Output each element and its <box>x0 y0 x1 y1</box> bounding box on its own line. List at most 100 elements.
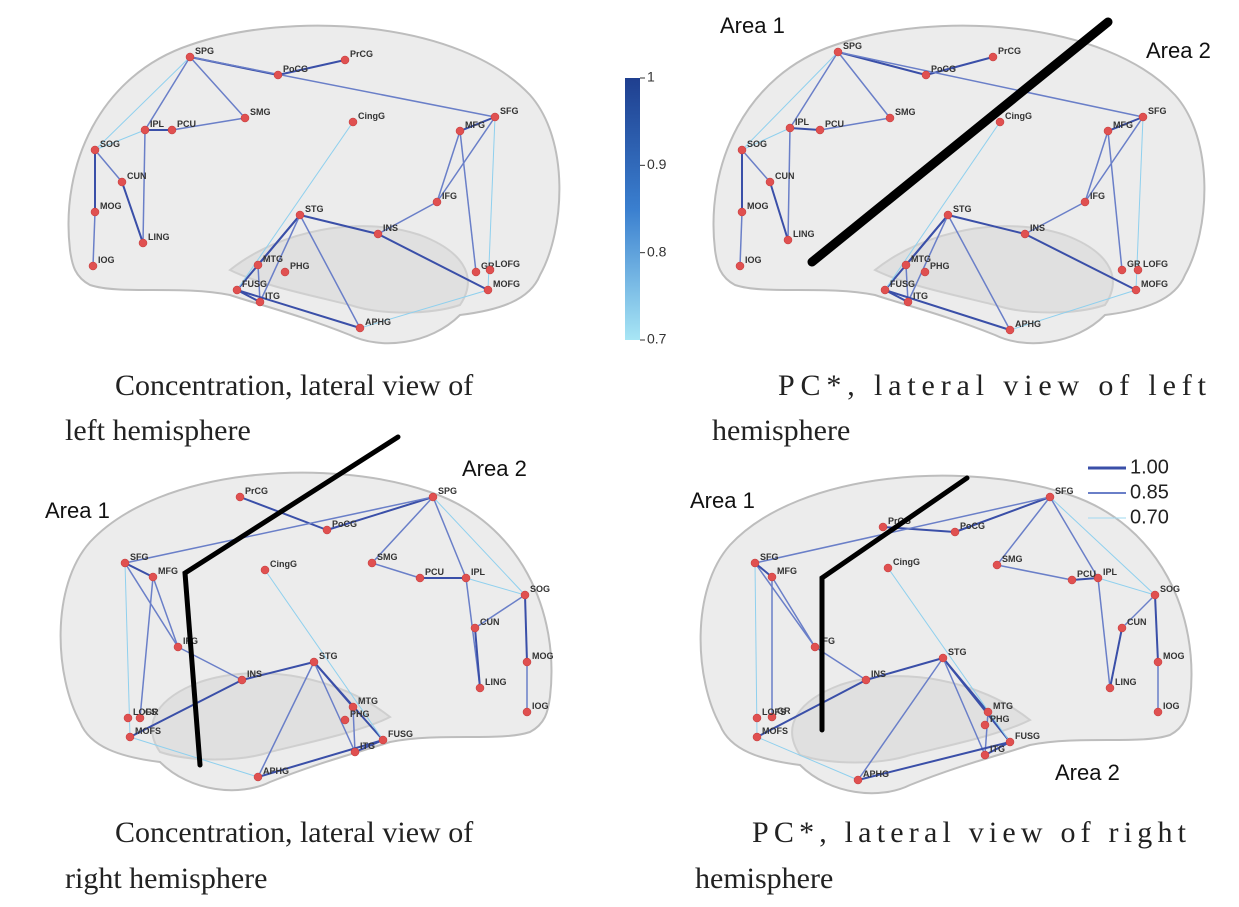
node-label: INS <box>383 223 398 233</box>
node <box>811 643 819 651</box>
node <box>881 286 889 294</box>
node <box>491 113 499 121</box>
node <box>862 676 870 684</box>
node <box>1139 113 1147 121</box>
node <box>786 124 794 132</box>
node-label: PoCG <box>960 521 985 531</box>
node <box>121 559 129 567</box>
node <box>886 114 894 122</box>
node <box>981 721 989 729</box>
node-label: CingG <box>1005 111 1032 121</box>
legend-label: 0.70 <box>1130 506 1169 528</box>
node <box>816 126 824 134</box>
node-label: APHG <box>365 317 391 327</box>
node-label: MFG <box>777 566 797 576</box>
node-label: LING <box>793 229 815 239</box>
node <box>233 286 241 294</box>
node <box>168 126 176 134</box>
node <box>126 733 134 741</box>
node-label: STG <box>305 204 324 214</box>
node-label: IFG <box>442 191 457 201</box>
node <box>521 591 529 599</box>
node <box>149 573 157 581</box>
node-label: LOFG <box>495 259 520 269</box>
node <box>1081 198 1089 206</box>
node-label: IOG <box>745 255 762 265</box>
node <box>186 53 194 61</box>
node-label: SOG <box>1160 584 1180 594</box>
area-label: Area 1 <box>690 488 755 513</box>
node-label: MTG <box>263 254 283 264</box>
node <box>433 198 441 206</box>
node-label: SOG <box>747 139 767 149</box>
node <box>456 127 464 135</box>
area-label: Area 1 <box>720 13 785 38</box>
figure: SPG PrCG PoCG IPL PCU SMG SOG CUN MOG LING IOG Cing… <box>0 0 1239 907</box>
node <box>281 268 289 276</box>
node-label: PoCG <box>931 64 956 74</box>
colorbar-tick-label: 0.8 <box>647 243 667 259</box>
area-label: Area 2 <box>1146 38 1211 63</box>
node <box>141 126 149 134</box>
caption: left hemisphere <box>65 414 251 447</box>
area-label: Area 2 <box>1055 760 1120 785</box>
node-label: APHG <box>263 766 289 776</box>
node-label: MOFG <box>493 279 520 289</box>
node <box>486 266 494 274</box>
node-label: SPG <box>438 486 457 496</box>
caption: Concentration, lateral view of <box>115 369 473 402</box>
node <box>834 48 842 56</box>
node-label: MOG <box>747 201 769 211</box>
node-label: SOG <box>100 139 120 149</box>
colorbar-tick-label: 1 <box>647 69 655 85</box>
node-label: IPL <box>471 567 486 577</box>
node-label: MFG <box>158 566 178 576</box>
node-label: MOG <box>100 201 122 211</box>
node <box>1106 684 1114 692</box>
node <box>738 146 746 154</box>
node-label: CingG <box>270 559 297 569</box>
colorbar-tick-label: 0.7 <box>647 331 667 347</box>
node <box>951 528 959 536</box>
node <box>139 239 147 247</box>
node <box>351 748 359 756</box>
caption: right hemisphere <box>65 862 267 895</box>
node-label: SFG <box>1148 106 1167 116</box>
node-label: LOFG <box>1143 259 1168 269</box>
node-label: MOG <box>532 651 554 661</box>
node-label: PoCG <box>332 519 357 529</box>
node-label: SMG <box>377 552 398 562</box>
node-label: MOFS <box>762 726 788 736</box>
node-label: LING <box>485 677 507 687</box>
node <box>310 658 318 666</box>
node <box>1151 591 1159 599</box>
area-label: Area 1 <box>45 498 110 523</box>
node-label: PrCG <box>350 49 373 59</box>
node <box>379 736 387 744</box>
node <box>1006 738 1014 746</box>
node <box>472 268 480 276</box>
colorbar <box>625 78 640 340</box>
node <box>921 268 929 276</box>
node <box>1021 230 1029 238</box>
node <box>368 559 376 567</box>
node-label: STG <box>953 204 972 214</box>
node-label: MFG <box>1113 120 1133 130</box>
node <box>766 178 774 186</box>
node-label: SPG <box>843 41 862 51</box>
caption: Concentration, lateral view of <box>115 816 473 849</box>
node <box>374 230 382 238</box>
node <box>738 208 746 216</box>
node <box>236 493 244 501</box>
node-label: MTG <box>358 696 378 706</box>
node <box>89 262 97 270</box>
node-label: CUN <box>1127 617 1147 627</box>
node-label: IFG <box>1090 191 1105 201</box>
node <box>922 71 930 79</box>
node-label: PCU <box>1077 569 1096 579</box>
node-label: PHG <box>350 709 370 719</box>
node <box>323 526 331 534</box>
node <box>784 236 792 244</box>
node-label: ITG <box>990 744 1005 754</box>
caption: PC*, lateral view of left <box>778 369 1207 402</box>
